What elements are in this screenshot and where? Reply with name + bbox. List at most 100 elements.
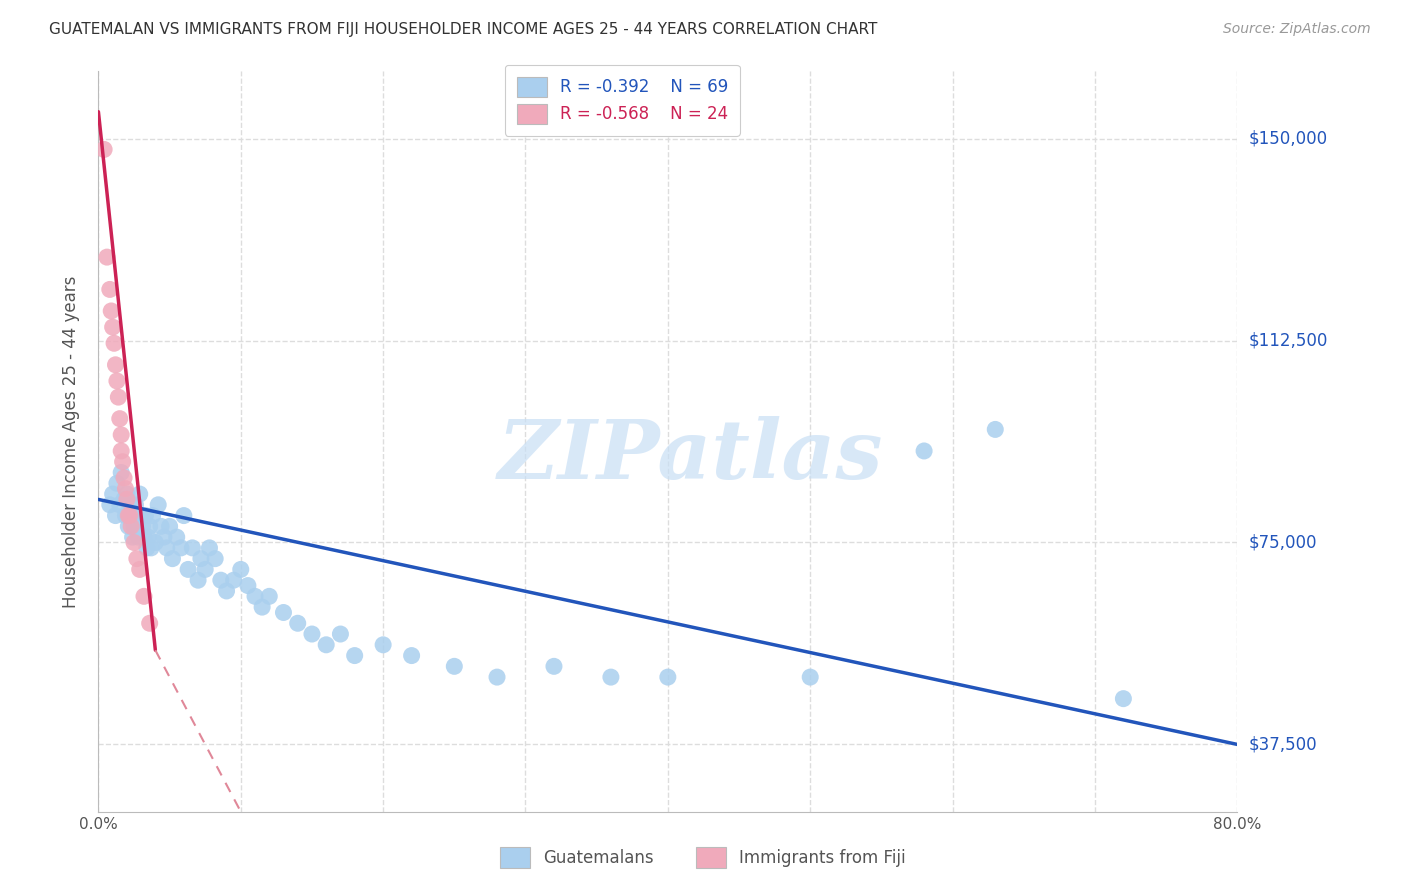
Point bbox=[107, 390, 129, 404]
Point bbox=[190, 551, 212, 566]
Point bbox=[329, 627, 352, 641]
Point bbox=[273, 606, 295, 620]
Point bbox=[236, 578, 259, 592]
Point bbox=[132, 590, 155, 604]
Point bbox=[125, 508, 148, 523]
Point bbox=[162, 551, 184, 566]
Point bbox=[104, 358, 127, 372]
Point bbox=[115, 492, 138, 507]
Point bbox=[115, 487, 138, 501]
Point bbox=[122, 535, 145, 549]
Point bbox=[111, 455, 134, 469]
Point bbox=[198, 541, 221, 555]
Point bbox=[112, 492, 135, 507]
Point bbox=[156, 541, 179, 555]
Text: Source: ZipAtlas.com: Source: ZipAtlas.com bbox=[1223, 22, 1371, 37]
Point bbox=[98, 498, 121, 512]
Point bbox=[118, 508, 141, 523]
Point bbox=[1112, 691, 1135, 706]
Point bbox=[166, 530, 188, 544]
Point bbox=[600, 670, 623, 684]
Point bbox=[110, 444, 132, 458]
Point bbox=[177, 562, 200, 576]
Point bbox=[373, 638, 395, 652]
Point bbox=[98, 282, 121, 296]
Point bbox=[136, 530, 159, 544]
Point bbox=[101, 320, 124, 334]
Point bbox=[229, 562, 252, 576]
Point bbox=[117, 519, 139, 533]
Point bbox=[153, 530, 176, 544]
Point bbox=[141, 508, 163, 523]
Point bbox=[138, 616, 160, 631]
Text: ZIPatlas: ZIPatlas bbox=[498, 417, 883, 496]
Point bbox=[170, 541, 193, 555]
Point bbox=[657, 670, 679, 684]
Point bbox=[315, 638, 337, 652]
Point bbox=[138, 519, 160, 533]
Point bbox=[105, 476, 128, 491]
Point bbox=[250, 600, 273, 615]
Point bbox=[173, 508, 195, 523]
Point bbox=[100, 304, 122, 318]
Point bbox=[135, 541, 157, 555]
Legend: Guatemalans, Immigrants from Fiji: Guatemalans, Immigrants from Fiji bbox=[488, 836, 918, 880]
Point bbox=[215, 584, 238, 599]
Text: GUATEMALAN VS IMMIGRANTS FROM FIJI HOUSEHOLDER INCOME AGES 25 - 44 YEARS CORRELA: GUATEMALAN VS IMMIGRANTS FROM FIJI HOUSE… bbox=[49, 22, 877, 37]
Point bbox=[287, 616, 309, 631]
Point bbox=[187, 573, 209, 587]
Point bbox=[343, 648, 366, 663]
Point bbox=[125, 551, 148, 566]
Point bbox=[148, 498, 170, 512]
Point bbox=[114, 508, 136, 523]
Point bbox=[401, 648, 423, 663]
Point bbox=[120, 498, 142, 512]
Point bbox=[301, 627, 323, 641]
Point bbox=[114, 482, 136, 496]
Text: $112,500: $112,500 bbox=[1249, 332, 1327, 350]
Point bbox=[243, 590, 266, 604]
Point bbox=[110, 466, 132, 480]
Point bbox=[96, 250, 118, 264]
Point bbox=[120, 519, 142, 533]
Point bbox=[204, 551, 226, 566]
Point bbox=[103, 336, 125, 351]
Point bbox=[110, 427, 132, 442]
Point bbox=[443, 659, 465, 673]
Legend: R = -0.392    N = 69, R = -0.568    N = 24: R = -0.392 N = 69, R = -0.568 N = 24 bbox=[505, 65, 740, 136]
Text: $37,500: $37,500 bbox=[1249, 735, 1317, 754]
Point bbox=[194, 562, 217, 576]
Point bbox=[131, 519, 153, 533]
Point bbox=[209, 573, 232, 587]
Point bbox=[108, 411, 131, 425]
Point bbox=[112, 471, 135, 485]
Text: $75,000: $75,000 bbox=[1249, 533, 1317, 551]
Point bbox=[159, 519, 181, 533]
Point bbox=[108, 498, 131, 512]
Point bbox=[912, 444, 935, 458]
Point bbox=[104, 508, 127, 523]
Point bbox=[984, 422, 1007, 436]
Point bbox=[105, 374, 128, 388]
Point bbox=[128, 562, 150, 576]
Point bbox=[101, 487, 124, 501]
Y-axis label: Householder Income Ages 25 - 44 years: Householder Income Ages 25 - 44 years bbox=[62, 276, 80, 607]
Point bbox=[124, 498, 146, 512]
Text: $150,000: $150,000 bbox=[1249, 129, 1327, 148]
Point bbox=[129, 508, 152, 523]
Point bbox=[117, 508, 139, 523]
Point bbox=[181, 541, 204, 555]
Point bbox=[121, 530, 143, 544]
Point bbox=[118, 508, 141, 523]
Point bbox=[222, 573, 245, 587]
Point bbox=[145, 535, 167, 549]
Point bbox=[127, 530, 149, 544]
Point bbox=[799, 670, 821, 684]
Point bbox=[128, 487, 150, 501]
Point bbox=[139, 541, 162, 555]
Point bbox=[486, 670, 509, 684]
Point bbox=[132, 530, 155, 544]
Point bbox=[150, 519, 173, 533]
Point bbox=[122, 519, 145, 533]
Point bbox=[543, 659, 565, 673]
